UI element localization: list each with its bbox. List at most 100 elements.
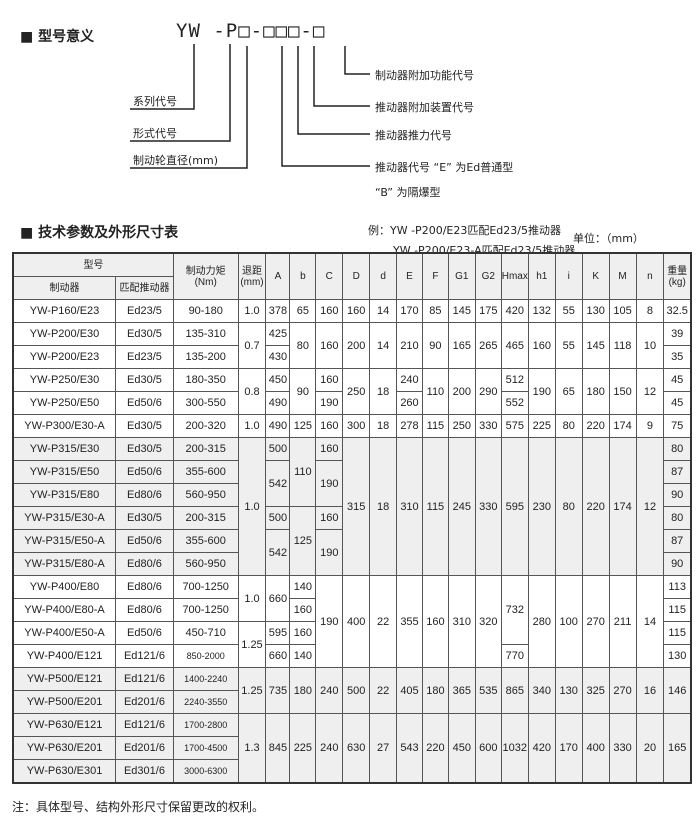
table-cell: 542 (265, 460, 291, 507)
table-cell: 90 (663, 483, 692, 507)
table-cell: 190 (315, 460, 344, 507)
table-cell: 190 (315, 391, 344, 415)
header-b: b (289, 252, 317, 300)
cell-brake-model: YW-P315/E50-A (12, 529, 117, 553)
table-cell: 80 (289, 322, 317, 369)
cell-brake-model: YW-P250/E30 (12, 368, 117, 392)
table-cell: 190 (527, 368, 556, 415)
cell-torque: 90-180 (172, 299, 239, 323)
table-cell: 16 (635, 667, 665, 714)
cell-thruster: Ed301/6 (115, 759, 174, 784)
table-cell: 865 (500, 667, 529, 714)
table-cell: 14 (635, 575, 665, 668)
table-cell: 80 (554, 414, 583, 438)
table-cell: 80 (554, 437, 583, 576)
header-weight: 重量 (kg) (663, 252, 692, 300)
table-cell: 420 (500, 299, 529, 323)
table-cell: 170 (396, 299, 423, 323)
cell-torque: 135-200 (172, 345, 239, 369)
table-cell: 80 (663, 437, 692, 461)
table-cell: 118 (608, 322, 637, 369)
table-cell: 735 (265, 667, 291, 714)
table-cell: 500 (265, 506, 291, 530)
table-cell: 12 (635, 437, 665, 576)
table-cell: 542 (265, 529, 291, 576)
cell-torque: 3000-6300 (172, 759, 239, 784)
cell-brake-model: YW-P315/E30 (12, 437, 117, 461)
table-cell: 160 (315, 506, 344, 530)
table-cell: 420 (527, 713, 556, 784)
cell-brake-model: YW-P500/E201 (12, 690, 117, 714)
table-cell: 165 (447, 322, 476, 369)
table-cell: 660 (265, 575, 291, 622)
cell-thruster: Ed23/5 (115, 299, 174, 323)
table-cell: 35 (663, 345, 692, 369)
table-cell: 552 (500, 391, 529, 415)
table-cell: 465 (500, 322, 529, 369)
label-form-code: 形式代号 (133, 127, 177, 140)
table-cell: 90 (289, 368, 317, 415)
header-h1: h1 (527, 252, 556, 300)
table-cell: 425 (265, 322, 291, 346)
cell-thruster: Ed121/6 (115, 667, 174, 691)
table-cell: 325 (581, 667, 610, 714)
table-cell: 595 (500, 437, 529, 576)
header-C: C (315, 252, 344, 300)
table-cell: 160 (289, 621, 317, 645)
table-cell: 160 (315, 299, 344, 323)
table-cell: 14 (369, 322, 398, 369)
table-cell: 160 (315, 322, 344, 369)
cell-torque: 1700-2800 (172, 713, 239, 737)
header-thruster: 匹配推动器 (115, 276, 174, 300)
cell-brake-model: YW-P630/E301 (12, 759, 117, 784)
model-code-leader-lines (130, 44, 370, 169)
table-cell: 450 (265, 368, 291, 392)
table-cell: 320 (474, 575, 502, 668)
cell-brake-model: YW-P400/E50-A (12, 621, 117, 645)
table-cell: 8 (635, 299, 665, 323)
table-cell: 355 (396, 575, 423, 668)
table-cell: 490 (265, 414, 291, 438)
cell-torque: 200-320 (172, 414, 239, 438)
cell-thruster: Ed201/6 (115, 690, 174, 714)
table-cell: 10 (635, 322, 665, 369)
table-row: YW-P500/E121 Ed121/6 1400-2240 1.25 735 180 24… (12, 667, 692, 714)
table-cell: 430 (265, 345, 291, 369)
table-cell: 12 (635, 368, 665, 415)
cell-torque: 850-2000 (172, 644, 239, 668)
cell-brake-model: YW-P200/E30 (12, 322, 117, 346)
label-wheel-diameter: 制动轮直径(mm) (133, 154, 219, 167)
table-cell: 330 (474, 414, 502, 438)
table-cell: 220 (581, 414, 610, 438)
table-cell: 174 (608, 414, 637, 438)
table-cell: 55 (554, 299, 583, 323)
table-cell: 1.0 (237, 575, 267, 622)
cell-thruster: Ed80/6 (115, 598, 174, 622)
footnote: 注：具体型号、结构外形尺寸保留更改的权利。 (12, 800, 265, 814)
table-cell: 160 (315, 437, 344, 461)
table-cell: 45 (663, 391, 692, 415)
table-cell: 450 (447, 713, 476, 784)
table-cell: 220 (581, 437, 610, 576)
table-cell: 18 (369, 437, 398, 576)
table-cell: 115 (421, 437, 449, 576)
table-cell: 330 (608, 713, 637, 784)
label-series-code: 系列代号 (133, 95, 177, 108)
table-cell: 115 (663, 621, 692, 645)
table-cell: 100 (554, 575, 583, 668)
table-row: YW-P250/E30 Ed30/5 180-350 0.8 450 90 160 250 18… (12, 368, 692, 415)
label-thruster-force-code: 推动器推力代号 (375, 129, 452, 142)
table-cell: 270 (581, 575, 610, 668)
table-cell: 160 (527, 322, 556, 369)
table-cell: 200 (447, 368, 476, 415)
cell-brake-model: YW-P500/E121 (12, 667, 117, 691)
cell-brake-model: YW-P315/E80-A (12, 552, 117, 576)
table-cell: 310 (396, 437, 423, 576)
cell-torque: 2240-3550 (172, 690, 239, 714)
header-Hmax: Hmax (500, 252, 529, 300)
table-cell: 160 (315, 368, 344, 392)
table-row: YW-P630/E121 Ed121/6 1700-2800 1.3 845 225 240… (12, 713, 692, 784)
cell-torque: 700-1250 (172, 575, 239, 599)
table-cell: 245 (447, 437, 476, 576)
table-cell: 130 (663, 644, 692, 668)
